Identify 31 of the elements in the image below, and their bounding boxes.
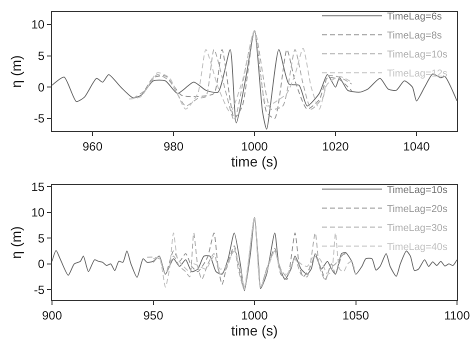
y-tick-label: 10	[31, 18, 45, 32]
text: TimeLag=12s	[386, 68, 448, 80]
x-tick-label: 1040	[403, 139, 430, 154]
x-tick-label: 1100	[444, 308, 470, 322]
x-tick-label: 1000	[241, 139, 268, 154]
x-axis-title: time (s)	[231, 322, 278, 339]
y-tick-label: 5	[38, 49, 45, 64]
y-tick-label: 0	[38, 257, 45, 272]
y-tick-label: -5	[34, 112, 45, 126]
y-tick-label: -5	[34, 282, 45, 297]
y-tick-label: 10	[31, 206, 45, 220]
text: TimeLag=40s	[386, 242, 448, 254]
x-tick-label: 980	[163, 139, 184, 154]
x-tick-label: 1050	[342, 308, 370, 322]
text: TimeLag=10s	[386, 185, 448, 196]
x-tick-label: 950	[143, 308, 164, 322]
text: TimeLag=20s	[386, 204, 448, 216]
x-tick-label: 1000	[241, 308, 268, 322]
text: TimeLag=10s	[386, 50, 448, 61]
y-tick-label: 5	[38, 231, 45, 246]
text: TimeLag=6s	[386, 12, 442, 23]
x-tick-label: 960	[82, 139, 103, 154]
y-axis-title: η (m)	[8, 226, 24, 259]
y-tick-label: 0	[38, 80, 45, 94]
y-tick-label: 15	[31, 180, 45, 194]
x-axis-title: time (s)	[231, 154, 278, 170]
x-tick-label: 900	[42, 308, 62, 322]
text: TimeLag=8s	[386, 30, 442, 42]
y-axis-title: η (m)	[8, 55, 24, 88]
x-tick-label: 1020	[322, 139, 350, 154]
text: TimeLag=30s	[386, 223, 448, 234]
